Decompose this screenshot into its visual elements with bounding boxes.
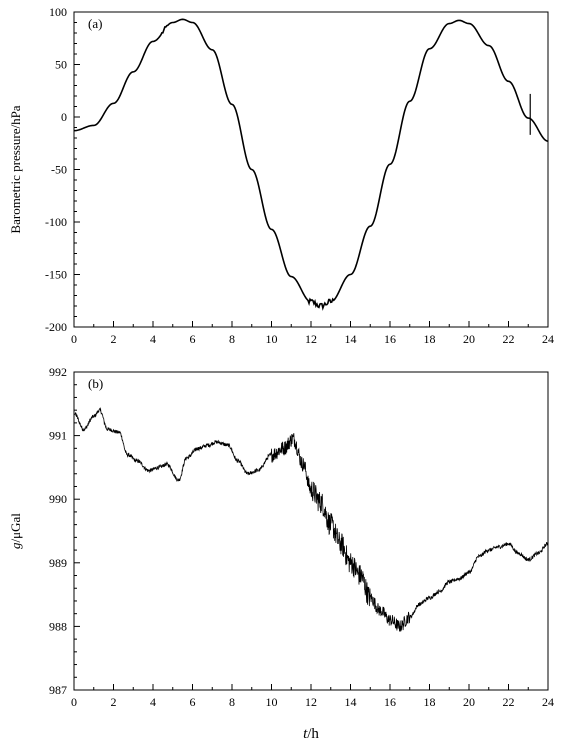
y-tick-label: -200: [45, 320, 67, 334]
panel-b-y-axis-unit: /μGal: [8, 513, 23, 543]
x-tick-label: 4: [150, 332, 156, 346]
x-tick-label: 24: [542, 695, 554, 709]
x-tick-label: 6: [190, 332, 196, 346]
x-tick-label: 2: [111, 695, 117, 709]
x-tick-label: 18: [424, 695, 436, 709]
x-tick-label: 14: [345, 695, 357, 709]
y-tick-label: -150: [45, 268, 67, 282]
x-tick-label: 10: [266, 332, 278, 346]
y-tick-label: 989: [49, 556, 67, 570]
panel-a-pressure-chart: 0 2 4 6 8 10 12 14 16 18 20 22 24-200-150-100-500501…: [8, 5, 554, 346]
x-tick-label: 16: [384, 332, 396, 346]
x-tick-label: 18: [424, 332, 436, 346]
panel-b-x-axis-symbol: t: [303, 726, 308, 742]
x-tick-label: 4: [150, 695, 156, 709]
x-tick-label: 0: [71, 695, 77, 709]
y-tick-label: 990: [49, 492, 67, 506]
x-tick-label: 0: [71, 332, 77, 346]
x-tick-label: 8: [229, 695, 235, 709]
x-tick-label: 22: [503, 332, 515, 346]
panel-b-gravity-chart: 0 2 4 6 8 10 12 14 16 18 20 22 24987988989990991992 …: [8, 365, 554, 742]
panel-b-x-axis-unit: /h: [307, 726, 319, 742]
x-tick-label: 14: [345, 332, 357, 346]
x-tick-label: 8: [229, 332, 235, 346]
y-tick-label: 992: [49, 365, 67, 379]
x-tick-label: 16: [384, 695, 396, 709]
y-tick-label: 50: [55, 58, 67, 72]
x-tick-label: 12: [305, 695, 317, 709]
panel-b-y-axis-title: g/μGal: [8, 513, 23, 549]
x-tick-label: 24: [542, 332, 554, 346]
y-tick-label: 991: [49, 429, 67, 443]
x-tick-label: 20: [463, 332, 475, 346]
y-tick-label: 987: [49, 683, 67, 697]
panel-b-x-axis-title: t/h: [303, 726, 319, 742]
y-tick-label: -50: [51, 163, 67, 177]
panel-b-series-line: [73, 407, 549, 632]
x-tick-label: 6: [190, 695, 196, 709]
x-tick-label: 10: [266, 695, 278, 709]
y-tick-label: 100: [49, 5, 67, 19]
panel-a-ticks: 0 2 4 6 8 10 12 14 16 18 20 22 24-200-150-100-500501…: [45, 5, 554, 346]
y-tick-label: -100: [45, 215, 67, 229]
x-tick-label: 2: [111, 332, 117, 346]
panel-a-series-line: [73, 18, 549, 311]
x-tick-label: 22: [503, 695, 515, 709]
x-tick-label: 20: [463, 695, 475, 709]
y-tick-label: 0: [61, 110, 67, 124]
y-tick-label: 988: [49, 619, 67, 633]
panel-a-label: (a): [88, 16, 102, 31]
panel-a-y-axis-title: Barometric pressure/hPa: [8, 105, 23, 233]
panel-b-label: (b): [88, 376, 103, 391]
panel-a-plot-frame: [73, 11, 549, 328]
x-tick-label: 12: [305, 332, 317, 346]
panel-b-y-axis-symbol: g: [8, 542, 23, 549]
panel-b-plot-frame: [73, 371, 549, 691]
